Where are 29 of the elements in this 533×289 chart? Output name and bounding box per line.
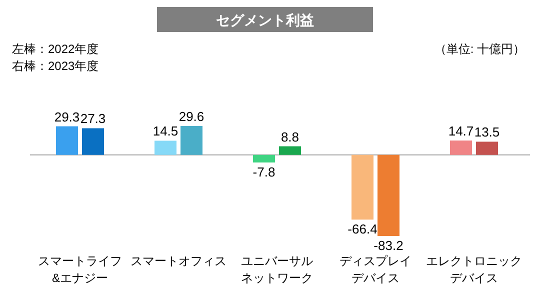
- text: 右棒：2023年度: [12, 59, 99, 73]
- x-tick-label: ディスプレイデバイス: [340, 254, 412, 285]
- x-tick-label: エレクトロニックデバイス: [426, 254, 522, 285]
- bar: [56, 126, 78, 155]
- data-label: 8.8: [280, 129, 300, 144]
- data-label: 13.5: [474, 124, 500, 140]
- data-label: 29.6: [178, 109, 204, 124]
- data-label: -66.4: [348, 222, 378, 237]
- bar: [378, 154, 400, 236]
- text: （単位: 十億円）: [434, 42, 525, 56]
- x-tick-label: スマートオフィス: [130, 254, 226, 268]
- bar: [82, 128, 104, 155]
- data-label: 29.3: [54, 109, 80, 124]
- bar: [476, 142, 498, 155]
- data-label: 27.3: [80, 111, 106, 126]
- data-label: -83.2: [374, 238, 404, 253]
- bar: [352, 154, 374, 220]
- bar: [180, 126, 202, 155]
- data-label: 14.7: [448, 124, 474, 139]
- chart-title: セグメント利益: [216, 12, 314, 28]
- bar: [253, 154, 275, 162]
- bar: [450, 140, 472, 155]
- x-tick-label: スマートライフ &エナジー: [38, 254, 122, 285]
- data-label: 14.5: [152, 124, 178, 139]
- bar: [154, 140, 176, 155]
- data-label: -7.8: [252, 164, 276, 180]
- bar: [279, 146, 301, 155]
- x-tick-label: ユニバーサルネットワーク: [241, 254, 313, 285]
- text: 左棒：2022年度: [12, 42, 99, 56]
